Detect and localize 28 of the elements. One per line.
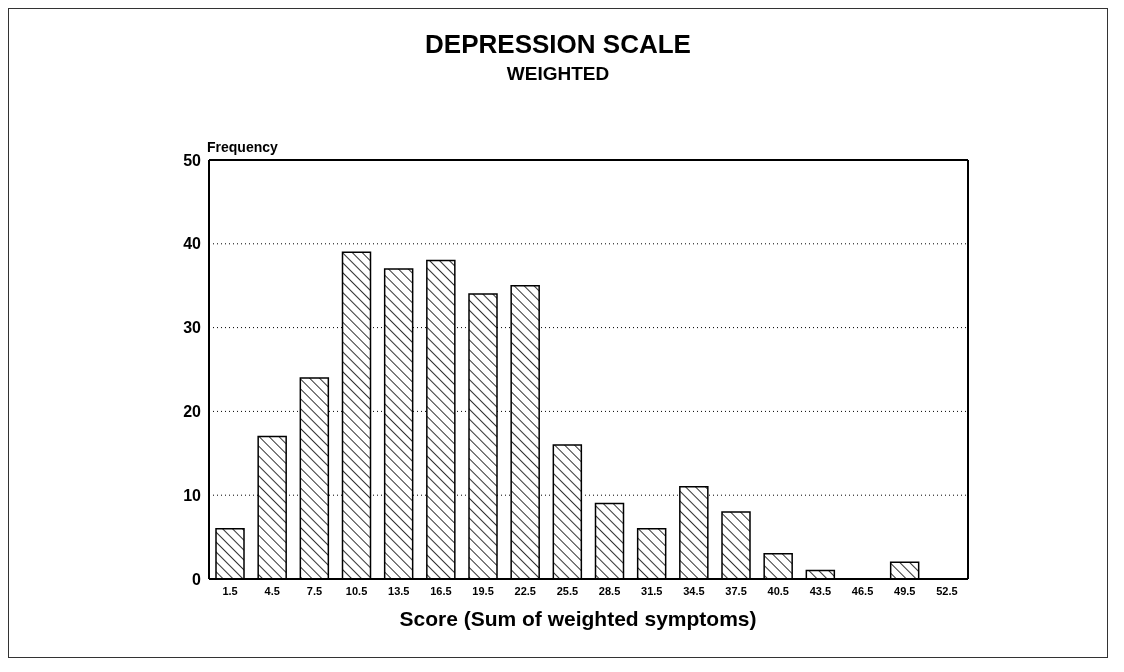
chart-title: DEPRESSION SCALE (424, 29, 692, 60)
x-tick-label: 4.5 (264, 584, 280, 597)
y-tick-label: 40 (183, 235, 202, 253)
x-tick-label: 22.5 (514, 584, 536, 597)
x-tick-label: 52.5 (936, 584, 958, 597)
y-tick-label: 50 (183, 151, 202, 169)
x-tick-label: 1.5 (222, 584, 238, 597)
y-tick-label: 0 (192, 570, 202, 588)
y-tick-label: 30 (183, 319, 202, 337)
x-tick-label: 31.5 (641, 584, 663, 597)
x-tick-label: 28.5 (598, 584, 621, 597)
x-tick-label: 7.5 (306, 584, 323, 597)
x-tick-label: 16.5 (430, 584, 452, 597)
x-tick-label: 10.5 (345, 584, 368, 597)
y-axis-title: Frequency (207, 139, 278, 155)
x-tick-label: 13.5 (388, 584, 410, 597)
x-tick-label: 49.5 (894, 584, 916, 597)
x-axis-title: Score (Sum of weighted symptoms) (398, 607, 758, 631)
y-tick-label: 20 (183, 403, 202, 421)
x-tick-label: 25.5 (556, 584, 579, 597)
x-tick-label: 34.5 (683, 584, 705, 597)
x-tick-label: 19.5 (472, 584, 494, 597)
y-tick-label: 10 (183, 486, 202, 504)
x-tick-label: 37.5 (725, 584, 747, 597)
chart-subtitle: WEIGHTED (505, 63, 611, 85)
x-tick-label: 46.5 (851, 584, 874, 597)
x-tick-label: 43.5 (809, 584, 832, 597)
x-tick-label: 40.5 (767, 584, 789, 597)
